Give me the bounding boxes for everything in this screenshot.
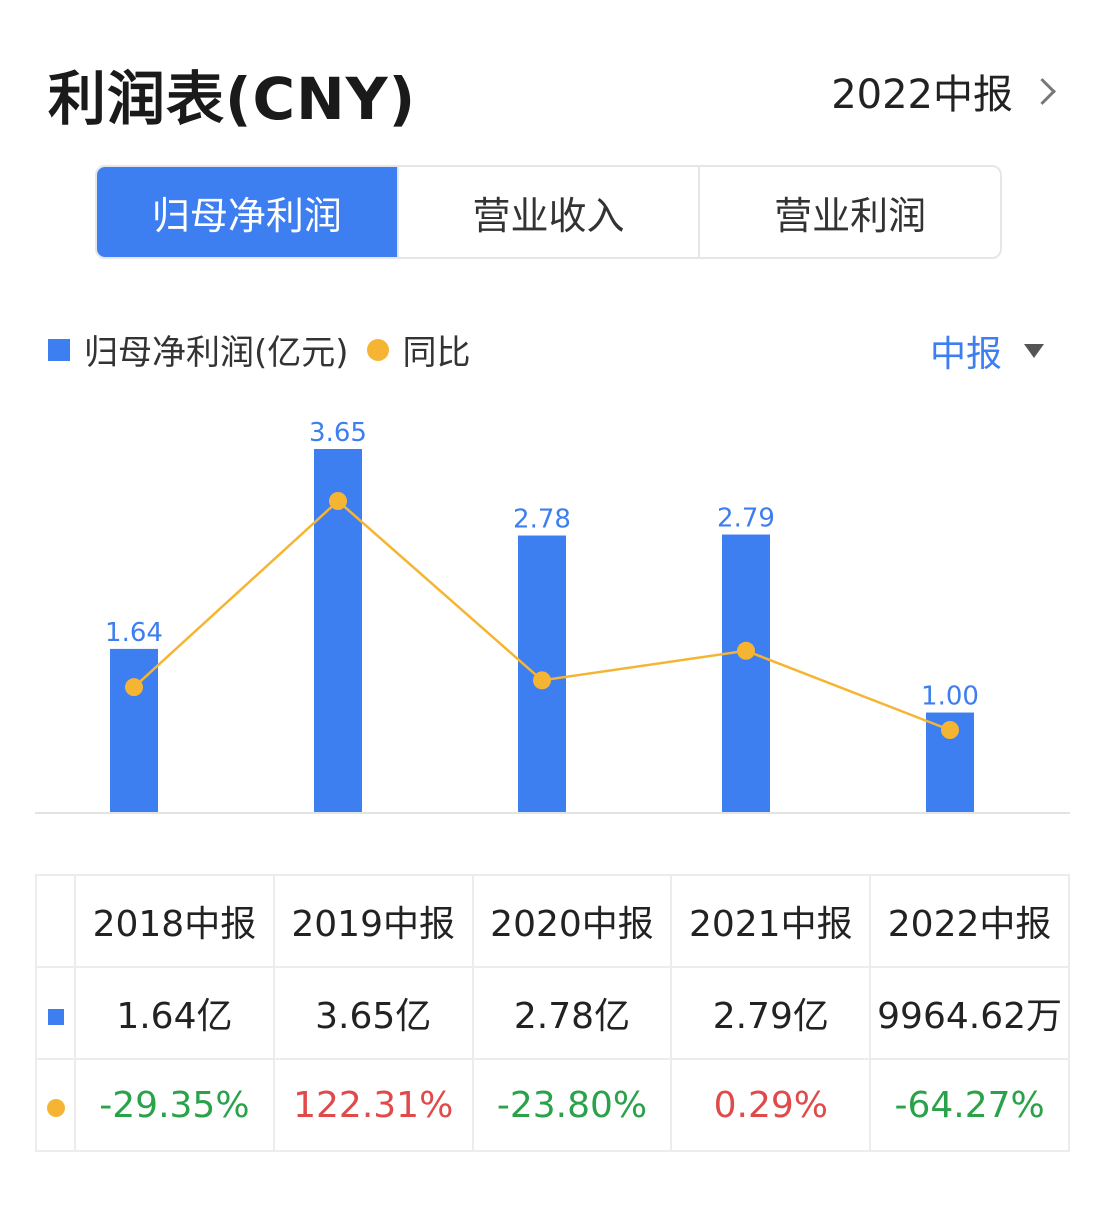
tab-operating-profit[interactable]: 营业利润 (698, 167, 1000, 257)
table-value-cell: 2.79亿 (670, 966, 872, 1060)
bar-data-label: 2.79 (717, 504, 775, 534)
table-row-marker-cell (35, 966, 76, 1060)
page-title: 利润表(CNY) (48, 65, 417, 133)
table-value-cell: 2.78亿 (471, 966, 673, 1060)
line-legend-marker (366, 338, 389, 361)
bar-data-label: 1.00 (921, 682, 979, 712)
bar-data-label: 3.65 (309, 418, 367, 448)
bar (722, 534, 770, 812)
header: 利润表(CNY) 2022中报 (0, 0, 1100, 150)
period-select[interactable]: 中报 (930, 325, 1044, 377)
table-header-cell: 2020中报 (471, 874, 673, 968)
chart-legend: 归母净利润(亿元) 同比 (48, 325, 471, 374)
table-yoy-cell: -64.27% (869, 1058, 1070, 1152)
yoy-point (125, 678, 143, 697)
bar-data-label: 2.78 (513, 505, 571, 535)
table-value-cell: 3.65亿 (272, 966, 474, 1060)
bar-series-marker (47, 1008, 64, 1025)
period-link-label: 2022中报 (831, 72, 1013, 118)
yoy-point (941, 721, 959, 739)
table-header-row: 2018中报 2019中报 2020中报 2021中报 2022中报 (35, 874, 1070, 968)
period-select-label: 中报 (929, 334, 1002, 375)
table-row-marker-cell (35, 1058, 76, 1152)
bar-data-label: 1.64 (105, 618, 163, 648)
table-yoy-cell: -29.35% (74, 1058, 275, 1152)
bar-legend-marker (48, 338, 70, 361)
period-link[interactable]: 2022中报 (831, 62, 1056, 120)
caret-down-icon (1024, 344, 1044, 358)
table-header-cell: 2021中报 (670, 874, 872, 968)
table-value-cell: 1.64亿 (74, 966, 275, 1060)
table-corner-cell (35, 874, 76, 968)
table-value-cell: 9964.62万 (869, 966, 1070, 1060)
line-series-marker (46, 1098, 65, 1117)
yoy-point (329, 492, 347, 510)
table-row-yoy: -29.35% 122.31% -23.80% 0.29% -64.27% (35, 1058, 1070, 1152)
bar-legend-label: 归母净利润(亿元) (84, 333, 349, 373)
table-header-cell: 2018中报 (74, 874, 275, 968)
yoy-point (737, 641, 755, 660)
metric-tabs: 归母净利润 营业收入 营业利润 (95, 165, 1002, 259)
data-table: 2018中报 2019中报 2020中报 2021中报 2022中报 1.64亿… (35, 874, 1070, 1152)
table-yoy-cell: -23.80% (471, 1058, 673, 1152)
bar-line-chart: 1.64 3.65 2.78 2.79 1.00 (35, 418, 1070, 814)
chevron-right-icon (1029, 77, 1056, 105)
tab-revenue[interactable]: 营业收入 (396, 167, 699, 257)
table-yoy-cell: 122.31% (272, 1058, 474, 1152)
line-legend-label: 同比 (402, 333, 471, 373)
table-yoy-cell: 0.29% (670, 1058, 872, 1152)
table-row-values: 1.64亿 3.65亿 2.78亿 2.79亿 9964.62万 (35, 966, 1070, 1060)
yoy-point (533, 671, 551, 690)
bar (110, 648, 158, 812)
table-header-cell: 2019中报 (272, 874, 474, 968)
table-header-cell: 2022中报 (869, 874, 1070, 968)
tab-net-profit[interactable]: 归母净利润 (97, 167, 397, 257)
